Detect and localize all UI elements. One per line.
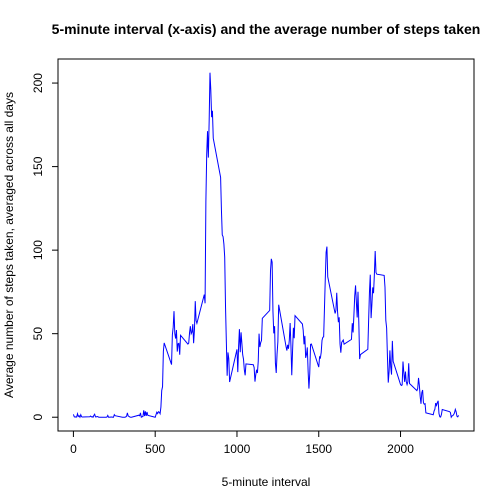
chart-title: 5-minute interval (x-axis) and the avera… bbox=[52, 21, 481, 37]
x-tick-label: 1500 bbox=[305, 442, 332, 456]
y-tick-label: 50 bbox=[31, 327, 45, 341]
x-axis-label: 5-minute interval bbox=[222, 475, 311, 489]
data-line bbox=[72, 72, 460, 419]
plot-box bbox=[57, 58, 475, 432]
x-tick-label: 0 bbox=[70, 442, 77, 456]
x-tick-label: 500 bbox=[145, 442, 165, 456]
y-tick-label: 0 bbox=[31, 414, 45, 421]
y-tick-label: 150 bbox=[31, 156, 45, 176]
y-axis-label: Average number of steps taken, averaged … bbox=[2, 92, 16, 398]
y-tick-label: 200 bbox=[31, 73, 45, 93]
y-tick-label: 100 bbox=[31, 240, 45, 260]
x-tick-label: 1000 bbox=[224, 442, 251, 456]
x-tick-label: 2000 bbox=[387, 442, 414, 456]
